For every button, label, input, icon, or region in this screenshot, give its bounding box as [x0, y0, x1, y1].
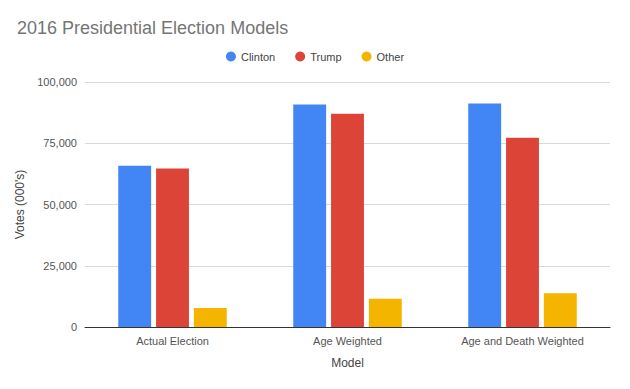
svg-text:100,000: 100,000 — [37, 76, 77, 88]
svg-text:75,000: 75,000 — [43, 137, 77, 149]
svg-text:2016 Presidential Election Mod: 2016 Presidential Election Models — [17, 18, 288, 38]
svg-text:Age Weighted: Age Weighted — [313, 335, 382, 347]
svg-text:Other: Other — [377, 51, 405, 63]
svg-text:25,000: 25,000 — [43, 260, 77, 272]
svg-text:Model: Model — [331, 356, 364, 370]
svg-text:0: 0 — [71, 321, 77, 333]
svg-text:Actual Election: Actual Election — [136, 335, 209, 347]
svg-text:Trump: Trump — [310, 51, 341, 63]
svg-text:Votes (000's): Votes (000's) — [13, 170, 27, 240]
svg-text:Clinton: Clinton — [241, 51, 275, 63]
svg-text:50,000: 50,000 — [43, 199, 77, 211]
svg-text:Age and Death Weighted: Age and Death Weighted — [461, 335, 584, 347]
